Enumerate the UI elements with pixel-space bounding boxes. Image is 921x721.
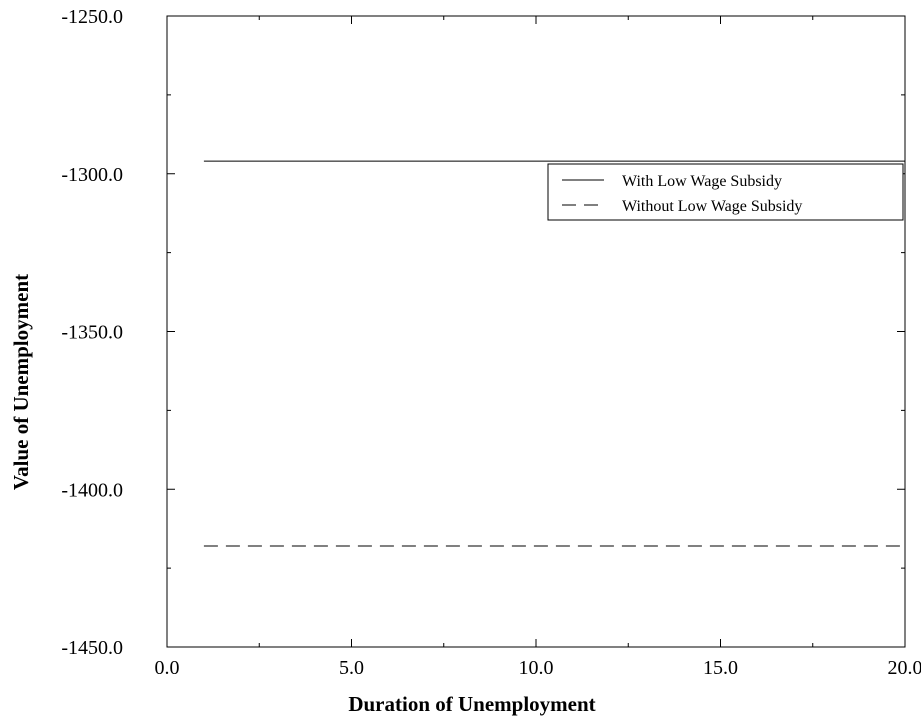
legend-label-with-subsidy: With Low Wage Subsidy bbox=[622, 173, 782, 190]
y-tick-label: -1400.0 bbox=[61, 479, 123, 501]
legend-label-without-subsidy: Without Low Wage Subsidy bbox=[622, 198, 802, 215]
series bbox=[203, 160, 905, 547]
x-tick-label: 10.0 bbox=[519, 657, 554, 679]
ticks: 0.0 5.0 10.0 15.0 20.0 -1250.0 -1300.0 -1350.0 -… bbox=[61, 6, 921, 679]
y-tick-label: -1450.0 bbox=[61, 637, 123, 659]
plot-frame bbox=[166, 15, 906, 648]
axes bbox=[166, 15, 906, 648]
x-tick-label: 5.0 bbox=[339, 657, 364, 679]
x-tick-label: 0.0 bbox=[155, 657, 180, 679]
y-tick-label: -1250.0 bbox=[61, 6, 123, 28]
x-tick-label: 15.0 bbox=[703, 657, 738, 679]
legend-box bbox=[547, 163, 904, 221]
legend: With Low Wage Subsidy Without Low Wage S… bbox=[547, 163, 904, 221]
y-tick-label: -1300.0 bbox=[61, 164, 123, 186]
x-tick-label: 20.0 bbox=[888, 657, 921, 679]
y-axis-title: Value of Unemployment bbox=[9, 274, 33, 490]
x-axis-title: Duration of Unemployment bbox=[348, 692, 595, 716]
y-tick-label: -1350.0 bbox=[61, 322, 123, 344]
